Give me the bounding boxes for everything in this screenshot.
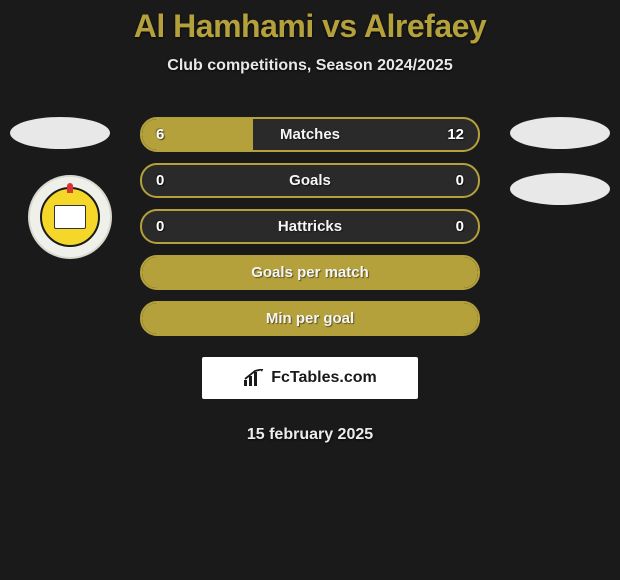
stat-row-goals: 0 Goals 0	[140, 163, 480, 198]
brand-text: FcTables.com	[271, 369, 377, 387]
stat-label: Matches	[280, 126, 340, 143]
stat-label: Goals	[289, 172, 331, 189]
stats-area: 6 Matches 12 0 Goals 0 0 Hattricks 0 Goa…	[0, 117, 620, 444]
subtitle: Club competitions, Season 2024/2025	[0, 57, 620, 75]
date-text: 15 february 2025	[247, 426, 373, 444]
stat-right-value: 0	[456, 172, 464, 189]
club-right-placeholder	[510, 173, 610, 205]
stat-row-matches: 6 Matches 12	[140, 117, 480, 152]
stat-row-gpm: Goals per match	[140, 255, 480, 290]
stat-label: Min per goal	[266, 310, 354, 327]
crest-icon	[40, 187, 100, 247]
brand-box[interactable]: FcTables.com	[202, 357, 418, 399]
player-left-placeholder	[10, 117, 110, 149]
page-title: Al Hamhami vs Alrefaey	[0, 8, 620, 45]
stat-row-mpg: Min per goal	[140, 301, 480, 336]
stat-left-value: 0	[156, 218, 164, 235]
stat-left-value: 0	[156, 172, 164, 189]
stat-row-hattricks: 0 Hattricks 0	[140, 209, 480, 244]
club-left-crest	[28, 175, 112, 259]
stat-right-value: 12	[447, 126, 464, 143]
stat-label: Hattricks	[278, 218, 342, 235]
chart-icon	[243, 369, 265, 387]
stat-left-value: 6	[156, 126, 164, 143]
stat-label: Goals per match	[251, 264, 369, 281]
stat-right-value: 0	[456, 218, 464, 235]
player-right-placeholder	[510, 117, 610, 149]
